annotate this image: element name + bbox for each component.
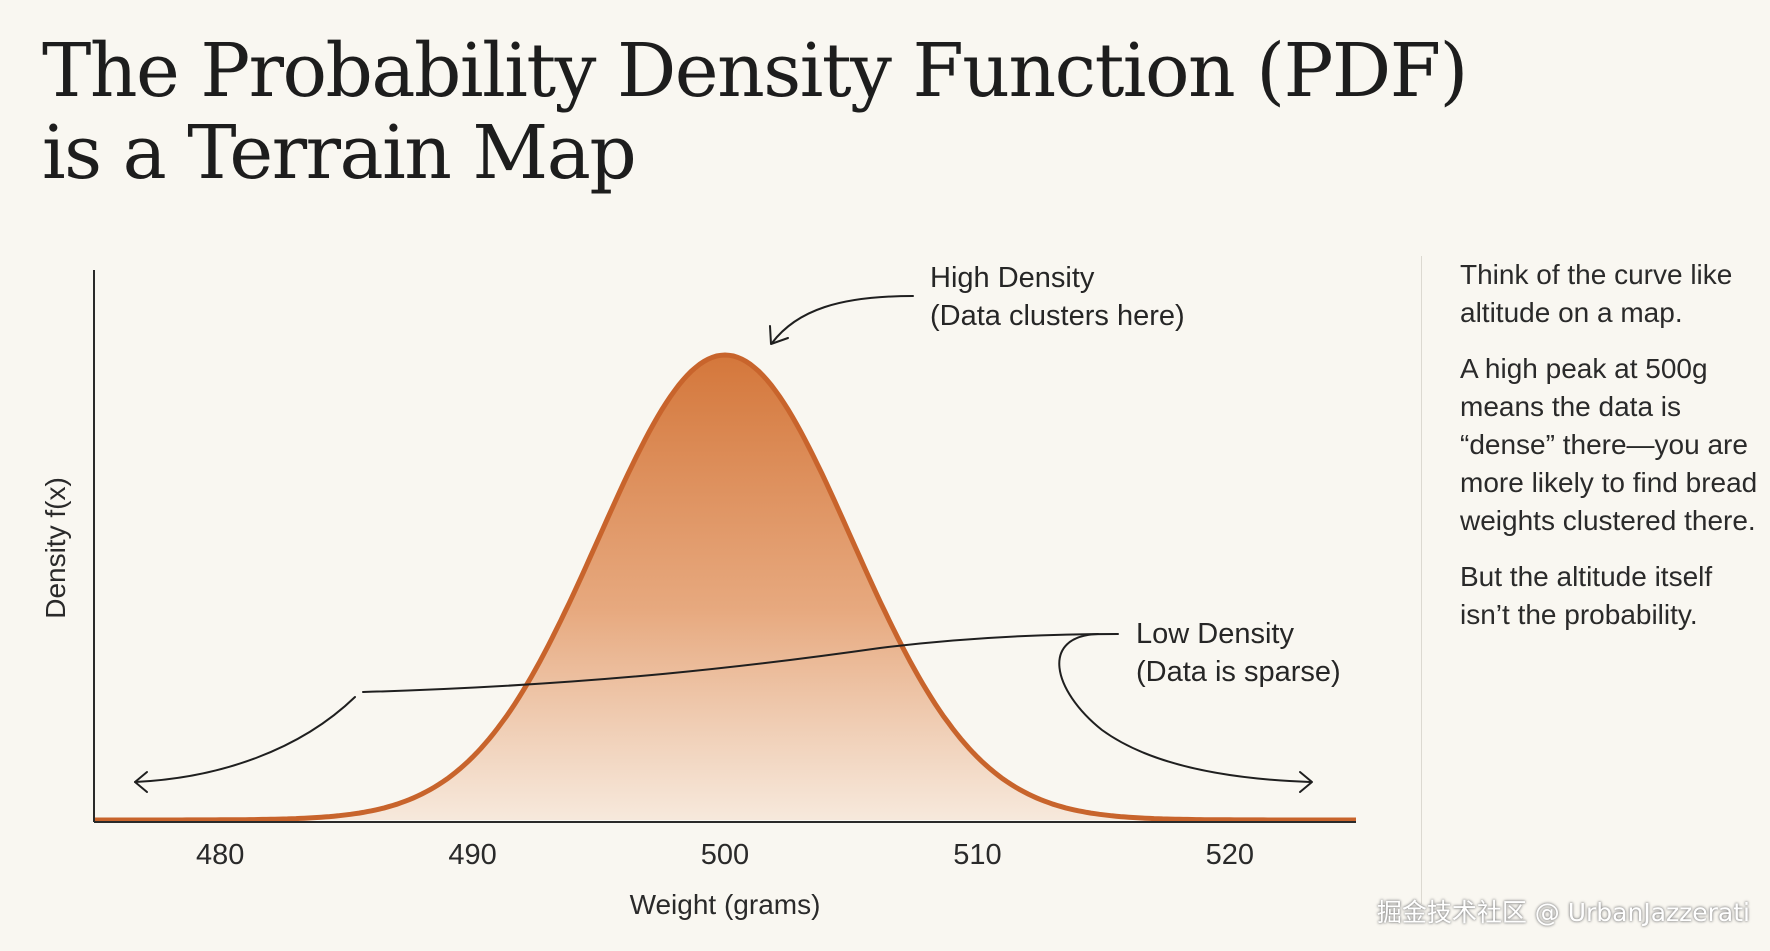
title-line-1: The Probability Density Function (PDF): [42, 28, 1468, 114]
low-density-right-arrowhead: [1299, 771, 1313, 793]
side-explanation: Think of the curve like altitude on a ma…: [1460, 256, 1760, 652]
x-tick-label: 500: [701, 839, 749, 871]
density-area: [94, 355, 1356, 820]
high-density-arrowhead: [769, 325, 789, 345]
column-divider: [1421, 256, 1422, 904]
low-density-right-arrow: [1058, 633, 1311, 783]
low-density-line-2: (Data is sparse): [1136, 656, 1341, 688]
page-title: The Probability Density Function (PDF) i…: [42, 28, 1468, 196]
side-paragraph-1: Think of the curve like altitude on a ma…: [1460, 259, 1733, 328]
density-curve: [94, 352, 1356, 823]
x-axis-label: Weight (grams): [630, 889, 821, 920]
low-density-line-1: Low Density: [1136, 618, 1294, 650]
high-density-line-2: (Data clusters here): [930, 300, 1185, 332]
side-paragraph-3: But the altitude itself isn’t the probab…: [1460, 561, 1713, 630]
y-axis-label: Density f(x): [40, 477, 71, 619]
x-tick-label: 510: [953, 839, 1001, 871]
low-density-left-arrowhead: [134, 771, 148, 793]
high-density-arrow: [771, 295, 914, 344]
watermark: 掘金技术社区 @ UrbanJazzerati: [1376, 898, 1750, 927]
x-tick-label: 490: [448, 839, 496, 871]
low-density-left-arrow: [134, 696, 356, 783]
side-paragraph-2: A high peak at 500g means the data is “d…: [1460, 353, 1758, 536]
low-density-label: Low Density (Data is sparse): [1136, 618, 1341, 688]
low-density-connector: [362, 633, 1119, 693]
x-tick-label: 520: [1206, 839, 1254, 871]
title-line-2: is a Terrain Map: [42, 110, 637, 196]
high-density-line-1: High Density: [930, 262, 1095, 294]
x-tick-label: 480: [196, 839, 244, 871]
high-density-label: High Density (Data clusters here): [930, 262, 1185, 332]
x-tick-labels: 480 490 500 510 520: [196, 839, 1254, 871]
